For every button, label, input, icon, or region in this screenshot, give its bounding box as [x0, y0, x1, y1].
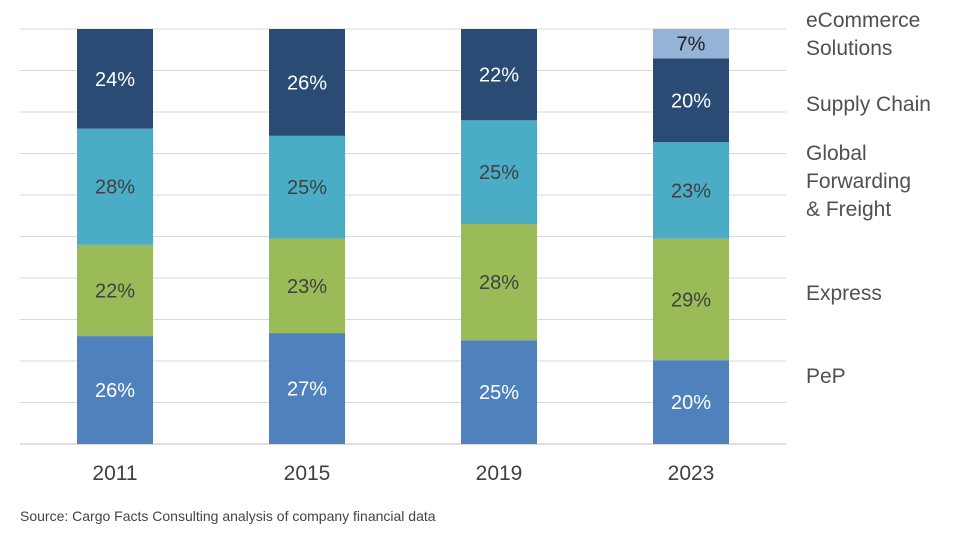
data-label: 28%: [95, 177, 135, 199]
data-label: 23%: [671, 180, 711, 202]
data-label: 22%: [95, 280, 135, 302]
bar-segment: [653, 58, 729, 143]
legend-entry-line: & Freight: [806, 198, 891, 221]
bar-segment: [77, 29, 153, 129]
data-label: 20%: [671, 90, 711, 112]
data-label: 25%: [479, 382, 519, 404]
bar-segment: [653, 238, 729, 361]
legend-entry-line: PeP: [806, 365, 846, 388]
legend-entry: Supply Chain: [806, 93, 931, 116]
bar-segment: [653, 29, 729, 59]
legend-entry: Express: [806, 282, 882, 305]
data-label: 24%: [95, 69, 135, 91]
legend-entry-line: eCommerce: [806, 9, 920, 32]
legend-entry-line: Forwarding: [806, 170, 911, 193]
data-label: 23%: [287, 276, 327, 298]
chart-source-note: Source: Cargo Facts Consulting analysis …: [20, 508, 436, 524]
data-label: 20%: [671, 392, 711, 414]
legend-entry: Global Forwarding & Freight: [806, 142, 911, 221]
data-label: 7%: [677, 34, 706, 56]
bar-segment: [461, 340, 537, 444]
bar-segment: [653, 142, 729, 239]
data-label: 22%: [479, 65, 519, 87]
bar-segment: [461, 224, 537, 341]
data-label: 26%: [287, 72, 327, 94]
legend-entry-line: Express: [806, 282, 882, 305]
data-label: 27%: [287, 379, 327, 401]
data-label: 28%: [479, 272, 519, 294]
data-label: 25%: [287, 177, 327, 199]
legend-entry: PeP: [806, 365, 846, 388]
data-label: 25%: [479, 162, 519, 184]
bar-segment: [269, 333, 345, 444]
legend-entry-line: Global: [806, 142, 867, 165]
legend-entry: eCommerce Solutions: [806, 9, 920, 60]
x-tick-label: 2011: [92, 462, 137, 485]
legend-entry-line: Solutions: [806, 37, 892, 60]
x-tick-label: 2015: [284, 462, 331, 485]
bar-segment: [269, 238, 345, 334]
data-label: 26%: [95, 380, 135, 402]
x-tick-label: 2019: [476, 462, 523, 485]
bar-segment: [653, 360, 729, 444]
bar-segment: [269, 29, 345, 136]
legend-entry-line: Supply Chain: [806, 93, 931, 116]
bar-segment: [269, 135, 345, 239]
bar-segment: [77, 128, 153, 245]
bar-segment: [461, 29, 537, 121]
x-tick-label: 2023: [668, 462, 715, 485]
bar-segment: [461, 120, 537, 225]
bar-segment: [77, 336, 153, 444]
data-label: 29%: [671, 289, 711, 311]
bar-segment: [77, 244, 153, 337]
